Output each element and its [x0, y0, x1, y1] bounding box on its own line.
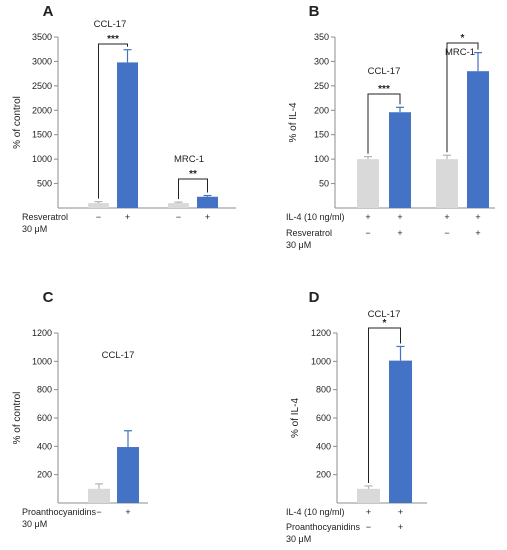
group-label: MRC-1 [174, 154, 204, 165]
bar [389, 360, 412, 503]
y-tick-label: 2500 [32, 81, 52, 91]
y-axis: 500 1000 1500 2000 2500 3000 3500 [32, 32, 236, 209]
y-tick-label: 1200 [311, 328, 331, 338]
panel-letter: D [309, 289, 320, 306]
significance-bracket [98, 43, 128, 199]
y-tick-label: 1000 [32, 154, 52, 164]
row-symbol: + [397, 228, 402, 238]
y-tick-label: 200 [37, 470, 52, 480]
row-symbol: − [96, 212, 101, 222]
y-tick-label: 1000 [311, 356, 331, 366]
row-symbol: − [365, 228, 370, 238]
row-symbol: + [444, 212, 449, 222]
bar [117, 62, 138, 208]
bar [117, 447, 139, 503]
y-axis: 200 400 600 800 1000 1200 [32, 328, 148, 504]
panel-b: B 50 100 150 200 250 300 350 % of IL-4 CCL-17 MRC-… [286, 3, 495, 250]
row-label: 30 μM [22, 519, 47, 529]
y-tick-label: 600 [316, 413, 331, 423]
row-symbol: − [366, 522, 371, 532]
significance-bracket [367, 93, 401, 154]
panel-c: C 200 400 600 800 1000 1200 % of control CCL-17 P… [12, 289, 148, 529]
panel-a: A 500 1000 1500 2000 2500 3000 3500 % of control… [12, 3, 236, 234]
y-tick-label: 200 [316, 470, 331, 480]
y-tick-label: 3500 [32, 32, 52, 42]
row-symbol: + [365, 212, 370, 222]
significance-label: * [461, 33, 465, 44]
y-tick-label: 250 [314, 81, 329, 91]
significance-bracket [178, 178, 208, 200]
row-symbol: + [397, 212, 402, 222]
group-label: MRC-1 [445, 47, 475, 58]
significance-bracket [368, 327, 401, 483]
y-tick-label: 400 [37, 441, 52, 451]
bar [168, 203, 189, 208]
row-symbol: + [125, 507, 130, 517]
y-tick-label: 600 [37, 413, 52, 423]
significance-label: ** [189, 169, 197, 180]
row-label: 30 μM [286, 534, 311, 544]
significance-bracket [446, 42, 479, 153]
group-label: CCL-17 [368, 309, 401, 320]
row-label: 30 μM [286, 240, 311, 250]
bar [357, 488, 380, 503]
y-axis-label: % of control [12, 392, 23, 445]
y-tick-label: 100 [314, 154, 329, 164]
significance-label: *** [378, 84, 390, 95]
row-symbol: + [475, 228, 480, 238]
panel-letter: A [43, 3, 54, 20]
y-tick-label: 350 [314, 32, 329, 42]
bar [357, 159, 379, 208]
y-tick-label: 50 [319, 179, 329, 189]
y-tick-label: 500 [37, 179, 52, 189]
panel-letter: C [43, 289, 54, 306]
y-tick-label: 400 [316, 441, 331, 451]
y-tick-label: 2000 [32, 105, 52, 115]
panel-d: D 200 400 600 800 1000 1200 % of IL-4 CCL-17* IL-… [286, 289, 427, 544]
y-axis-label: % of control [12, 96, 23, 149]
y-axis-label: % of IL-4 [288, 102, 299, 142]
bar [436, 159, 458, 208]
bar [389, 112, 411, 208]
row-symbol: + [475, 212, 480, 222]
row-label: Proanthocyanidins [286, 522, 361, 532]
y-tick-label: 1500 [32, 130, 52, 140]
y-tick-label: 1200 [32, 328, 52, 338]
row-symbol: + [398, 522, 403, 532]
row-symbol: + [125, 212, 130, 222]
significance-label: *** [107, 34, 119, 45]
panel-letter: B [309, 3, 320, 20]
row-label: Resveratrol [22, 212, 68, 222]
y-tick-label: 800 [37, 385, 52, 395]
row-label: 30 μM [22, 224, 47, 234]
y-tick-label: 1000 [32, 356, 52, 366]
row-label: IL-4 (10 ng/ml) [286, 212, 345, 222]
bar [197, 196, 218, 208]
row-symbol: − [444, 228, 449, 238]
y-axis-label: % of IL-4 [290, 398, 301, 438]
group-label: CCL-17 [102, 350, 135, 361]
y-tick-label: 800 [316, 385, 331, 395]
y-tick-label: 300 [314, 56, 329, 66]
row-symbol: − [96, 507, 101, 517]
bar [88, 203, 109, 208]
y-tick-label: 200 [314, 105, 329, 115]
row-symbol: + [205, 212, 210, 222]
row-symbol: + [366, 507, 371, 517]
row-label: Resveratrol [286, 228, 332, 238]
bar [467, 71, 489, 208]
y-tick-label: 3000 [32, 56, 52, 66]
y-tick-label: 150 [314, 130, 329, 140]
row-label: Proanthocyanidins [22, 507, 97, 517]
significance-label: * [383, 318, 387, 329]
bar [88, 488, 110, 503]
row-label: IL-4 (10 ng/ml) [286, 507, 345, 517]
group-label: CCL-17 [94, 19, 127, 30]
row-symbol: + [398, 507, 403, 517]
row-symbol: − [176, 212, 181, 222]
group-label: CCL-17 [368, 66, 401, 77]
